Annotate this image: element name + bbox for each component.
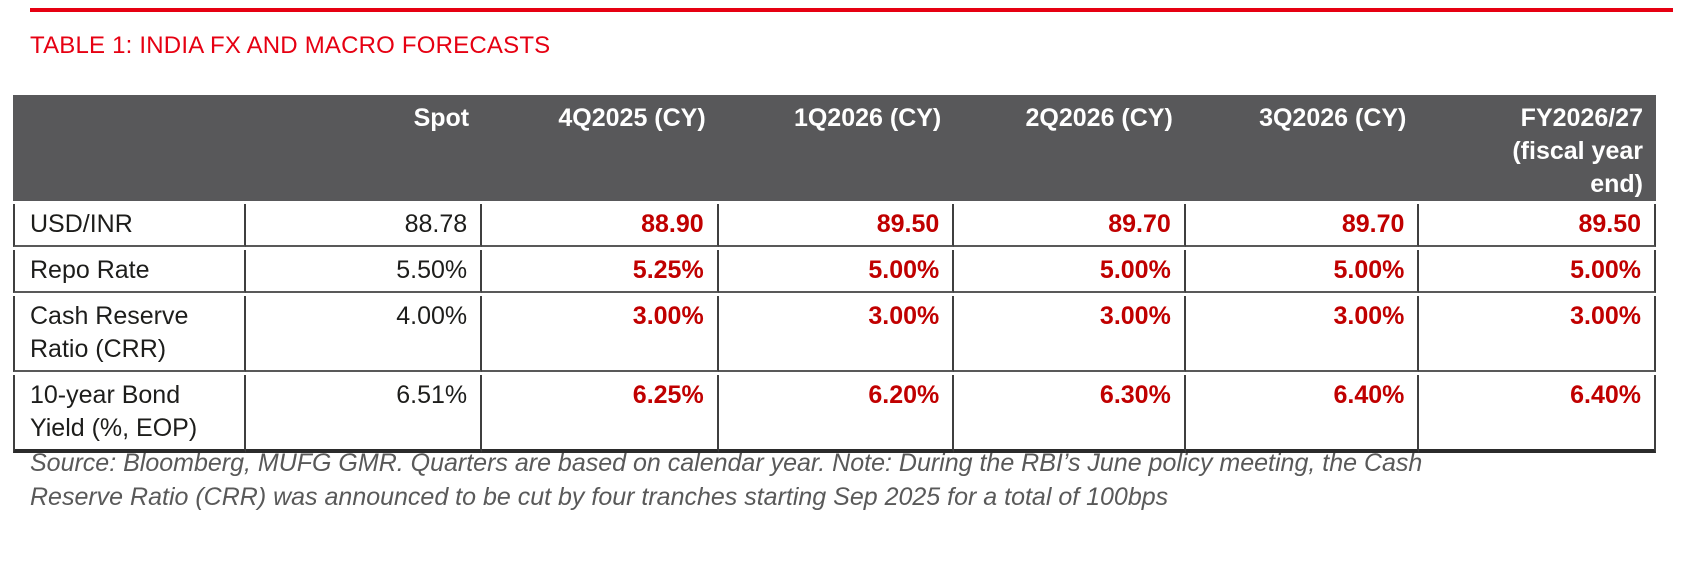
spot-value: 6.51% (245, 375, 483, 453)
forecast-value: 89.50 (718, 204, 955, 247)
row-label: USD/INR (13, 204, 246, 247)
table-row-repo-rate: Repo Rate 5.50% 5.25% 5.00% 5.00% 5.00% … (13, 250, 1656, 293)
row-label: 10-year Bond Yield (%, EOP) (13, 375, 246, 453)
row-label: Repo Rate (13, 250, 246, 293)
table-title: TABLE 1: INDIA FX AND MACRO FORECASTS (30, 32, 551, 59)
column-header-2q2026: 2Q2026 (CY) (954, 95, 1186, 201)
column-header-3q2026: 3Q2026 (CY) (1185, 95, 1420, 201)
forecast-value: 89.70 (1185, 204, 1420, 247)
forecast-value: 6.40% (1419, 375, 1656, 453)
column-header-fy2026-27: FY2026/27 (fiscal year end) (1419, 95, 1656, 201)
table-row-crr: Cash Reserve Ratio (CRR) 4.00% 3.00% 3.0… (13, 296, 1656, 372)
forecast-table: Spot 4Q2025 (CY) 1Q2026 (CY) 2Q2026 (CY)… (13, 92, 1656, 456)
top-rule-divider (30, 8, 1673, 12)
spot-value: 4.00% (245, 296, 483, 372)
column-header-empty (13, 95, 246, 201)
forecast-value: 3.00% (482, 296, 719, 372)
forecast-value: 5.25% (482, 250, 719, 293)
spot-value: 5.50% (245, 250, 483, 293)
forecast-value: 5.00% (1185, 250, 1420, 293)
forecast-value: 89.50 (1419, 204, 1656, 247)
spot-value: 88.78 (245, 204, 483, 247)
column-header-1q2026: 1Q2026 (CY) (718, 95, 955, 201)
forecast-value: 89.70 (954, 204, 1186, 247)
forecast-value: 6.20% (718, 375, 955, 453)
table-row-usd-inr: USD/INR 88.78 88.90 89.50 89.70 89.70 89… (13, 204, 1656, 247)
column-header-spot: Spot (245, 95, 483, 201)
forecast-value: 88.90 (482, 204, 719, 247)
forecast-value: 3.00% (718, 296, 955, 372)
source-note: Source: Bloomberg, MUFG GMR. Quarters ar… (30, 449, 1423, 511)
forecast-value: 5.00% (1419, 250, 1656, 293)
forecast-value: 5.00% (718, 250, 955, 293)
table-row-10y-bond-yield: 10-year Bond Yield (%, EOP) 6.51% 6.25% … (13, 375, 1656, 453)
forecast-value: 6.40% (1185, 375, 1420, 453)
column-header-row: Spot 4Q2025 (CY) 1Q2026 (CY) 2Q2026 (CY)… (13, 95, 1656, 201)
forecast-value: 3.00% (1419, 296, 1656, 372)
row-label: Cash Reserve Ratio (CRR) (13, 296, 246, 372)
forecast-value: 5.00% (954, 250, 1186, 293)
forecast-value: 3.00% (1185, 296, 1420, 372)
column-header-4q2025: 4Q2025 (CY) (482, 95, 719, 201)
forecast-value: 3.00% (954, 296, 1186, 372)
forecast-value: 6.25% (482, 375, 719, 453)
forecast-value: 6.30% (954, 375, 1186, 453)
